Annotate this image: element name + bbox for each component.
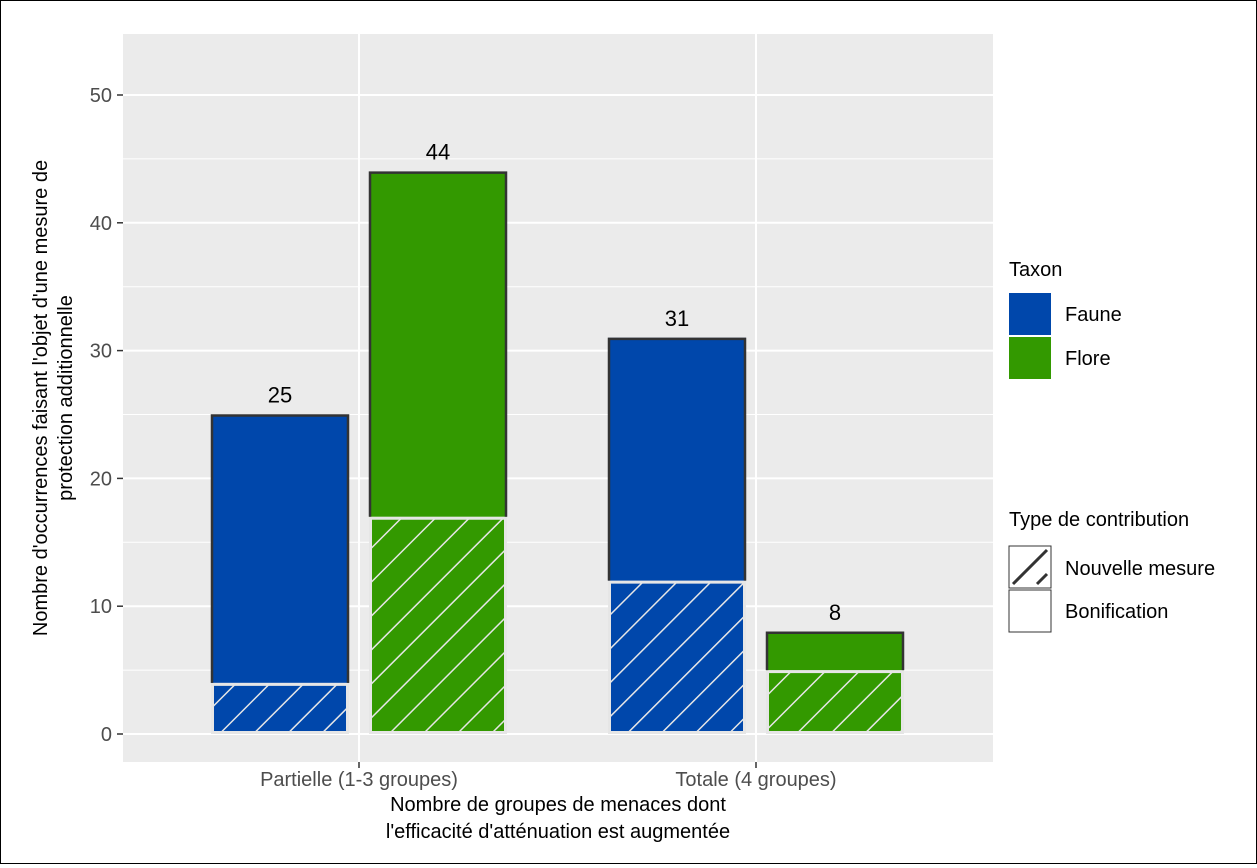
bar-flore-partielle-outline [368, 171, 508, 517]
bar-flore-totale-outline [765, 631, 905, 671]
legend-bonification-label: Bonification [1065, 601, 1168, 623]
legend-contribution: Type de contribution Nouvelle mesure Bon… [1008, 509, 1215, 633]
bar-faune-totale-hatch [608, 580, 746, 735]
y-tick-label: 50 [90, 85, 112, 107]
bar-flore-totale-hatch [766, 670, 904, 734]
bars [210, 171, 905, 735]
x-axis: Partielle (1-3 groupes) Totale (4 groupes… [260, 762, 837, 791]
y-tick-label: 30 [90, 341, 112, 363]
y-tick-label: 40 [90, 213, 112, 235]
y-tick-label: 10 [90, 596, 112, 618]
x-tick-label: Totale (4 groupes) [675, 769, 836, 791]
bar-flore-totale-bonification [766, 631, 904, 671]
bar-faune-partielle-bonification [211, 414, 349, 683]
legend-contribution-title: Type de contribution [1009, 509, 1189, 531]
x-tick-label: Partielle (1-3 groupes) [260, 769, 458, 791]
x-axis-title-line-1: Nombre de groupes de menaces dont [390, 794, 726, 816]
value-label-flore-totale: 8 [829, 600, 841, 625]
legend-faune-swatch [1009, 293, 1051, 335]
legend-hatch-line-1 [1011, 548, 1049, 586]
legend-faune-label: Faune [1065, 304, 1122, 326]
legend-taxon: Taxon Faune Flore [1009, 259, 1122, 379]
value-label-faune-totale: 31 [665, 306, 689, 331]
y-tick-label: 0 [101, 724, 112, 746]
bar-faune-totale-outline [607, 337, 747, 581]
value-label-flore-partielle: 44 [426, 140, 450, 165]
bar-faune-totale-bonification [608, 337, 746, 581]
legend-nouvelle-mesure-label: Nouvelle mesure [1065, 558, 1215, 580]
x-axis-title-line-2: l'efficacité d'atténuation est augmentée [386, 821, 730, 843]
bar-flore-partielle-bonification [369, 171, 507, 517]
y-axis-title-line-2: protection additionnelle [55, 295, 77, 501]
value-label-faune-partielle: 25 [268, 383, 292, 408]
bar-flore-partielle-hatch [369, 516, 507, 734]
bar-faune-partielle-outline [210, 414, 350, 683]
legend-flore-label: Flore [1065, 348, 1111, 370]
value-labels: 25 31 44 8 [268, 140, 841, 625]
legend-bonification-swatch [1008, 589, 1052, 633]
y-tick-label: 20 [90, 468, 112, 490]
y-axis: 0 10 20 30 40 50 [90, 85, 123, 746]
legend-taxon-title: Taxon [1009, 259, 1062, 281]
y-axis-title-line-1: Nombre d'occurrences faisant l'objet d'u… [30, 160, 52, 636]
legend-flore-swatch [1009, 337, 1051, 379]
legend-hatch-line-2 [1035, 572, 1049, 586]
bar-faune-partielle-hatch [211, 682, 349, 735]
